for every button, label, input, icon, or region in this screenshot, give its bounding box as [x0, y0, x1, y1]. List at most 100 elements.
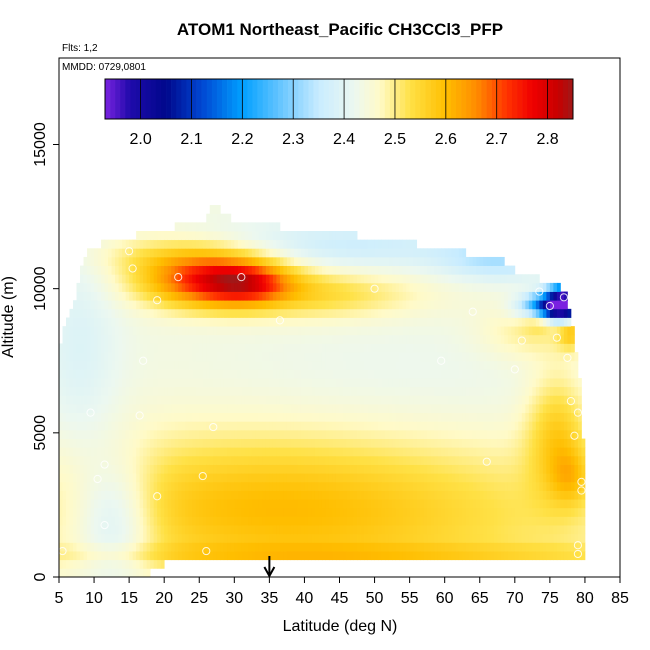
heat-cell — [195, 421, 200, 431]
heat-cell — [472, 533, 477, 543]
heat-cell — [255, 369, 260, 379]
heat-cell — [293, 308, 298, 318]
heat-cell — [241, 404, 246, 414]
heat-cell — [293, 317, 298, 327]
heat-cell — [321, 542, 326, 552]
heat-cell — [269, 429, 274, 439]
heat-cell — [444, 516, 449, 526]
heat-cell — [335, 533, 340, 543]
heat-cell — [62, 464, 67, 474]
heat-cell — [132, 265, 137, 275]
heat-cell — [371, 274, 375, 284]
heat-cell — [164, 248, 169, 258]
heat-cell — [244, 369, 249, 379]
heat-cell — [314, 516, 319, 526]
heat-cell — [220, 352, 225, 362]
heat-cell — [80, 317, 84, 327]
heat-cell — [413, 404, 418, 414]
heat-cell — [311, 481, 316, 491]
heat-cell — [335, 490, 340, 500]
heat-cell — [290, 473, 295, 483]
heat-cell — [300, 360, 305, 370]
heat-cell — [307, 334, 312, 344]
heat-cell — [406, 404, 411, 414]
heat-cell — [325, 369, 330, 379]
heat-cell — [507, 274, 512, 284]
heat-cell — [402, 507, 407, 517]
heat-cell — [416, 334, 421, 344]
heat-cell — [199, 274, 204, 284]
heat-cell — [469, 412, 474, 422]
heat-cell — [125, 499, 130, 509]
heat-cell — [101, 378, 105, 388]
heat-cell — [122, 326, 127, 336]
heat-cell — [444, 551, 449, 561]
heat-cell — [360, 473, 365, 483]
heat-cell — [451, 507, 456, 517]
heat-cell — [83, 464, 88, 474]
heat-cell — [125, 274, 130, 284]
heat-cell — [237, 464, 242, 474]
heat-cell — [335, 256, 340, 266]
heat-cell — [451, 455, 456, 465]
heat-cell — [115, 516, 120, 526]
heat-cell — [262, 274, 267, 284]
heat-cell — [241, 231, 246, 241]
heat-cell — [269, 369, 274, 379]
heat-cell — [311, 464, 316, 474]
heat-cell — [209, 256, 214, 266]
heat-cell — [332, 525, 337, 535]
heat-cell — [402, 265, 407, 275]
heat-cell — [388, 438, 393, 448]
heat-cell — [181, 412, 186, 422]
heat-cell — [406, 507, 411, 517]
heat-cell — [171, 386, 176, 396]
heat-cell — [293, 378, 298, 388]
heat-cell — [448, 404, 453, 414]
heat-cell — [458, 395, 463, 405]
heat-cell — [521, 282, 526, 292]
heat-cell — [279, 369, 284, 379]
heat-cell — [104, 378, 109, 388]
heat-cell — [511, 516, 516, 526]
heat-cell — [300, 282, 305, 292]
heat-cell — [216, 533, 221, 543]
heat-cell — [171, 239, 176, 249]
heat-cell — [455, 386, 460, 396]
heat-cell — [227, 248, 232, 258]
heat-cell — [469, 300, 474, 310]
heat-cell — [244, 464, 249, 474]
heat-cell — [388, 256, 393, 266]
heat-cell — [388, 464, 393, 474]
heat-cell — [69, 421, 74, 431]
heat-cell — [465, 412, 470, 422]
heat-cell — [122, 507, 127, 517]
heat-cell — [290, 447, 295, 457]
heat-cell — [409, 326, 414, 336]
heat-cell — [206, 369, 211, 379]
heat-cell — [216, 274, 221, 284]
heat-cell — [493, 274, 498, 284]
heat-cell — [402, 421, 407, 431]
heat-cell — [139, 352, 144, 362]
heat-cell — [139, 326, 144, 336]
heat-cell — [283, 542, 288, 552]
heat-cell — [167, 499, 172, 509]
heat-cell — [346, 455, 351, 465]
heat-cell — [360, 542, 365, 552]
heat-cell — [171, 378, 176, 388]
heat-cell — [199, 447, 204, 457]
heat-cell — [521, 447, 526, 457]
heat-cell — [357, 360, 361, 370]
heat-cell — [514, 499, 519, 509]
heat-cell — [465, 533, 470, 543]
heat-cell — [192, 308, 197, 318]
heat-cell — [80, 473, 84, 483]
heat-cell — [223, 395, 228, 405]
heat-cell — [283, 378, 288, 388]
heat-cell — [199, 291, 204, 301]
heat-cell — [125, 421, 130, 431]
heat-cell — [521, 291, 526, 301]
heat-cell — [483, 352, 488, 362]
heat-cell — [321, 239, 326, 249]
